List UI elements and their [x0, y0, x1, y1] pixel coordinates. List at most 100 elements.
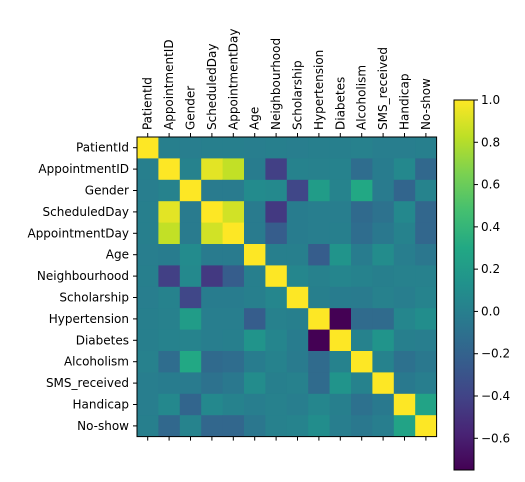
heatmap-cell [393, 222, 416, 245]
heatmap-cells [137, 137, 437, 437]
heatmap-cell [372, 244, 395, 266]
heatmap-cell [372, 308, 395, 330]
heatmap-cell [179, 286, 202, 309]
heatmap-cell [222, 137, 245, 159]
heatmap-cell [158, 415, 181, 437]
colorbar-ticks: 1.0 0.8 0.6 0.4 0.2 0.0 −0.2 −0.4 −0.6 [474, 93, 510, 445]
y-tick-label: Scholarship [59, 291, 129, 305]
heatmap-cell [415, 201, 437, 223]
heatmap-cell [201, 351, 223, 373]
y-tick-label: AppointmentDay [27, 226, 129, 240]
heatmap-cell [351, 286, 373, 309]
heatmap-cell [286, 179, 309, 202]
heatmap-cell [179, 244, 202, 266]
heatmap-cell [244, 393, 266, 416]
heatmap-cell [329, 244, 352, 266]
heatmap-cell [286, 137, 309, 159]
x-tick-label: AppointmentID [162, 39, 176, 130]
heatmap-cell [158, 329, 181, 352]
heatmap-cell [201, 393, 223, 416]
colorbar-tick-label: 1.0 [481, 93, 500, 107]
heatmap-cell [265, 137, 288, 159]
y-tick-label: Neighbourhood [37, 269, 129, 283]
heatmap-cell [372, 222, 395, 245]
heatmap-cell [201, 308, 223, 330]
heatmap-cell [137, 393, 159, 416]
heatmap-cell [137, 265, 159, 288]
heatmap-cell [329, 351, 352, 373]
heatmap-cell [415, 222, 437, 245]
heatmap-cell [222, 393, 245, 416]
y-tick-label: PatientId [76, 141, 129, 155]
heatmap-cell [179, 372, 202, 395]
heatmap-cell [415, 244, 437, 266]
heatmap-cell [351, 308, 373, 330]
y-tick-label: Handicap [72, 398, 129, 412]
heatmap-cell [179, 137, 202, 159]
heatmap-cell [308, 201, 330, 223]
heatmap-cell [201, 179, 223, 202]
heatmap-cell [415, 351, 437, 373]
y-tick-label: Age [106, 248, 129, 262]
heatmap-cell [329, 201, 352, 223]
heatmap-cell [137, 415, 159, 437]
heatmap-cell [286, 158, 309, 181]
heatmap-cell [158, 372, 181, 395]
heatmap-cell [372, 265, 395, 288]
heatmap-cell [393, 329, 416, 352]
heatmap-cell [329, 158, 352, 181]
heatmap-cell [244, 415, 266, 437]
heatmap-cell [415, 265, 437, 288]
colorbar: 1.0 0.8 0.6 0.4 0.2 0.0 −0.2 −0.4 −0.6 [453, 93, 510, 471]
heatmap-cell [244, 137, 266, 159]
heatmap-cell [222, 351, 245, 373]
heatmap-cell [265, 244, 288, 266]
heatmap-cell [393, 137, 416, 159]
colorbar-tick-label: −0.2 [481, 347, 510, 361]
heatmap-cell [222, 222, 245, 245]
colorbar-frame [453, 99, 475, 471]
heatmap-cell [201, 415, 223, 437]
heatmap-cell [372, 329, 395, 352]
heatmap-cell [222, 308, 245, 330]
colorbar-tick-label: 0.6 [481, 178, 500, 192]
heatmap-cell [137, 222, 159, 245]
heatmap-cell [372, 351, 395, 373]
heatmap-cell [308, 137, 330, 159]
heatmap-cell [179, 179, 202, 202]
heatmap-cell [351, 329, 373, 352]
heatmap-cell [415, 137, 437, 159]
heatmap-cell [201, 265, 223, 288]
heatmap-cell [329, 308, 352, 330]
x-tick-label: PatientId [141, 77, 155, 130]
heatmap-cell [393, 179, 416, 202]
heatmap-cell [137, 372, 159, 395]
heatmap-cell [308, 158, 330, 181]
heatmap-cell [351, 415, 373, 437]
y-tick-label: Diabetes [76, 333, 129, 347]
heatmap-cell [308, 308, 330, 330]
heatmap-cell [393, 286, 416, 309]
heatmap-cell [308, 329, 330, 352]
heatmap-cell [286, 329, 309, 352]
heatmap-cell [308, 351, 330, 373]
heatmap-cell [329, 372, 352, 395]
heatmap-cell [265, 265, 288, 288]
x-tick-label: Age [248, 107, 262, 130]
heatmap-cell [393, 415, 416, 437]
heatmap-cell [286, 351, 309, 373]
colorbar-tick-label: 0.0 [481, 304, 500, 318]
heatmap-cell [265, 372, 288, 395]
y-tick-labels: PatientId AppointmentID Gender ScheduledDay… [27, 141, 129, 433]
x-tick-label: Diabetes [333, 77, 347, 130]
heatmap-cell [415, 329, 437, 352]
heatmap-cell [351, 201, 373, 223]
heatmap-cell [351, 158, 373, 181]
heatmap-cell [265, 158, 288, 181]
heatmap-cell [265, 201, 288, 223]
heatmap-cell [415, 415, 437, 437]
heatmap-cell [222, 265, 245, 288]
heatmap-cell [286, 308, 309, 330]
heatmap-cell [308, 286, 330, 309]
heatmap-cell [201, 286, 223, 309]
